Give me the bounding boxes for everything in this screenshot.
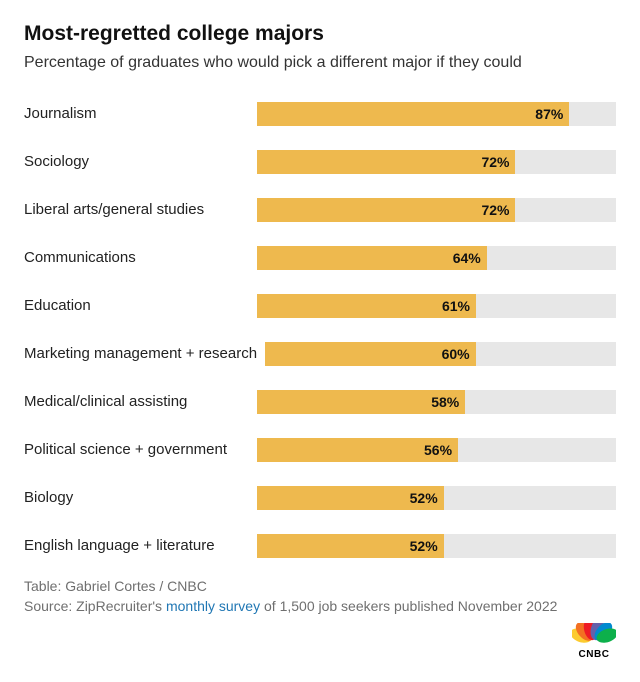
table-row: Medical/clinical assisting58% — [24, 390, 616, 414]
row-label: Biology — [24, 489, 257, 506]
bar-track: 60% — [265, 342, 616, 366]
bar-track: 72% — [257, 150, 616, 174]
bar-track: 64% — [257, 246, 616, 270]
bar-track: 58% — [257, 390, 616, 414]
footer-source-link[interactable]: monthly survey — [166, 598, 260, 614]
bar-value: 56% — [257, 438, 458, 462]
chart-title: Most-regretted college majors — [24, 22, 616, 46]
bar-value: 64% — [257, 246, 487, 270]
bar-value: 52% — [257, 486, 444, 510]
bar-track: 72% — [257, 198, 616, 222]
table-row: Communications64% — [24, 246, 616, 270]
bar-value: 72% — [257, 150, 515, 174]
row-label: Communications — [24, 249, 257, 266]
footer-source: Source: ZipRecruiter's monthly survey of… — [24, 596, 616, 616]
bar-value: 72% — [257, 198, 515, 222]
peacock-icon — [572, 623, 616, 651]
row-label: English language + literature — [24, 537, 257, 554]
row-label: Education — [24, 297, 257, 314]
row-label: Journalism — [24, 105, 257, 122]
footer-credit: Table: Gabriel Cortes / CNBC — [24, 576, 616, 596]
bar-track: 52% — [257, 486, 616, 510]
table-row: Journalism87% — [24, 102, 616, 126]
row-label: Sociology — [24, 153, 257, 170]
bar-value: 52% — [257, 534, 444, 558]
table-row: English language + literature52% — [24, 534, 616, 558]
chart-footer: Table: Gabriel Cortes / CNBC Source: Zip… — [24, 576, 616, 617]
table-row: Biology52% — [24, 486, 616, 510]
table-row: Political science + government56% — [24, 438, 616, 462]
bar-value: 61% — [257, 294, 476, 318]
row-label: Marketing management + research — [24, 345, 265, 362]
bar-track: 61% — [257, 294, 616, 318]
row-label: Medical/clinical assisting — [24, 393, 257, 410]
bar-track: 87% — [257, 102, 616, 126]
footer-source-prefix: Source: ZipRecruiter's — [24, 598, 166, 614]
footer-source-suffix: of 1,500 job seekers published November … — [260, 598, 557, 614]
cnbc-logo: CNBC — [572, 623, 616, 660]
chart-subtitle: Percentage of graduates who would pick a… — [24, 52, 616, 74]
cnbc-logo-text: CNBC — [572, 649, 616, 660]
bar-track: 52% — [257, 534, 616, 558]
table-row: Sociology72% — [24, 150, 616, 174]
row-label: Political science + government — [24, 441, 257, 458]
bar-value: 58% — [257, 390, 465, 414]
table-row: Education61% — [24, 294, 616, 318]
table-row: Marketing management + research60% — [24, 342, 616, 366]
bar-chart: Journalism87%Sociology72%Liberal arts/ge… — [24, 102, 616, 558]
table-row: Liberal arts/general studies72% — [24, 198, 616, 222]
row-label: Liberal arts/general studies — [24, 201, 257, 218]
bar-value: 87% — [257, 102, 569, 126]
bar-value: 60% — [265, 342, 476, 366]
bar-track: 56% — [257, 438, 616, 462]
